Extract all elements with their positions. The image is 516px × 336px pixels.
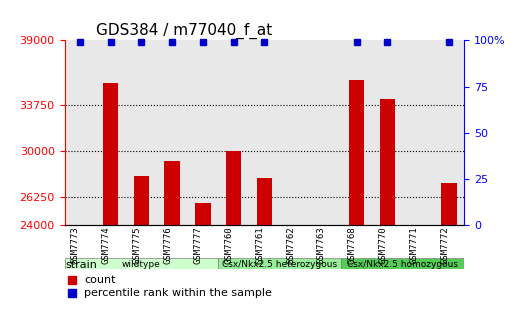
Bar	[103, 83, 118, 225]
Text: GSM7770: GSM7770	[379, 226, 388, 264]
Bar	[349, 80, 364, 225]
Bar	[380, 99, 395, 225]
Text: GSM7775: GSM7775	[133, 226, 141, 264]
Text: wildtype: wildtype	[122, 260, 161, 269]
Text: GSM7771: GSM7771	[409, 226, 418, 264]
Text: count: count	[85, 275, 116, 285]
Bar	[134, 176, 149, 225]
FancyBboxPatch shape	[218, 258, 342, 270]
Bar	[257, 178, 272, 225]
Bar	[195, 203, 211, 225]
Text: GSM7772: GSM7772	[440, 226, 449, 264]
Bar	[226, 151, 241, 225]
Text: GSM7761: GSM7761	[255, 226, 265, 264]
Text: GSM7763: GSM7763	[317, 226, 326, 264]
Text: GSM7777: GSM7777	[194, 226, 203, 264]
FancyBboxPatch shape	[342, 258, 464, 270]
Text: GSM7773: GSM7773	[71, 226, 80, 264]
Text: Csx/Nkx2.5 homozygous: Csx/Nkx2.5 homozygous	[347, 260, 458, 269]
Text: GSM7762: GSM7762	[286, 226, 295, 264]
Text: GSM7768: GSM7768	[348, 226, 357, 264]
Text: strain: strain	[65, 260, 97, 269]
Text: GDS384 / m77040_f_at: GDS384 / m77040_f_at	[96, 23, 273, 39]
Text: GSM7774: GSM7774	[102, 226, 110, 264]
Text: percentile rank within the sample: percentile rank within the sample	[85, 288, 272, 298]
Bar	[441, 183, 457, 225]
Bar	[165, 161, 180, 225]
Text: Csx/Nkx2.5 heterozygous: Csx/Nkx2.5 heterozygous	[222, 260, 337, 269]
Text: GSM7776: GSM7776	[163, 226, 172, 264]
Text: GSM7760: GSM7760	[224, 226, 234, 264]
FancyBboxPatch shape	[64, 258, 218, 270]
